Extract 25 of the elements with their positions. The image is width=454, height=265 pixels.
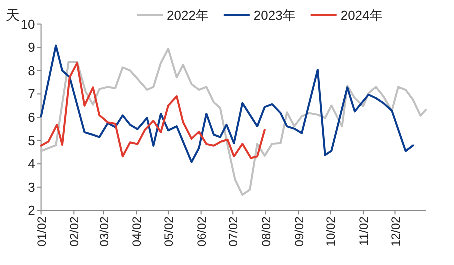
legend-label: 2024年: [340, 8, 383, 23]
x-tick-label: 07/02: [226, 216, 241, 247]
x-tick-label: 06/02: [194, 216, 209, 247]
y-tick-label: 8: [28, 63, 36, 78]
y-tick-label: 4: [28, 156, 36, 172]
x-tick-label: 10/02: [324, 216, 338, 247]
x-tick-label: 09/02: [292, 216, 306, 247]
x-tick-label: 08/02: [259, 216, 274, 247]
y-tick-label: 6: [28, 110, 36, 125]
y-tick-label: 10: [20, 16, 36, 32]
x-tick-label: 05/02: [162, 216, 176, 247]
x-tick-label: 02/02: [68, 216, 82, 247]
x-tick-label: 12/02: [388, 216, 403, 247]
y-axis-title: 天: [6, 7, 20, 23]
legend-label: 2023年: [254, 8, 296, 23]
y-tick-label: 7: [28, 86, 36, 102]
y-tick-label: 3: [28, 180, 36, 195]
legend-label: 2022年: [167, 8, 209, 23]
y-tick-label: 5: [28, 133, 36, 148]
x-tick-label: 03/02: [97, 216, 112, 247]
x-tick-label: 11/02: [356, 216, 371, 246]
x-tick-label: 01/02: [34, 216, 49, 247]
y-tick-label: 9: [28, 40, 36, 56]
x-tick-label: 04/02: [130, 216, 144, 247]
y-tick-label: 2: [28, 203, 36, 218]
